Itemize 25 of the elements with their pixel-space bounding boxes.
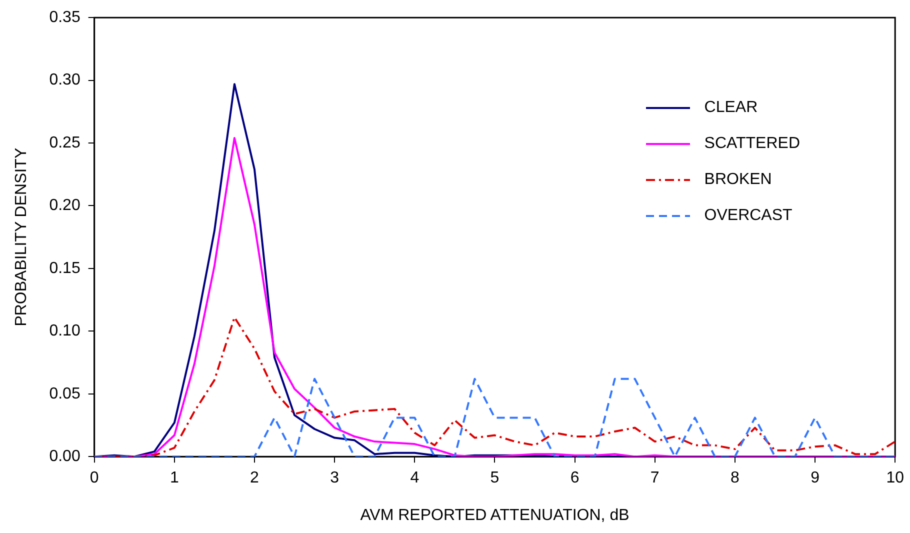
legend-label: OVERCAST [704, 207, 792, 225]
x-tick-label: 3 [330, 470, 340, 487]
x-tick-label: 2 [250, 470, 260, 487]
y-tick-label: 0.20 [49, 197, 80, 214]
y-tick-label: 0.25 [49, 134, 80, 152]
x-tick-label: 10 [886, 470, 904, 487]
x-tick-label: 8 [730, 470, 740, 487]
y-tick-label: 0.10 [49, 322, 80, 340]
y-tick-label: 0.05 [49, 385, 80, 402]
x-axis-title: AVM REPORTED ATTENUATION, dB [360, 506, 630, 524]
x-tick-label: 0 [90, 470, 99, 487]
legend-label: CLEAR [704, 99, 758, 117]
x-tick-label: 1 [170, 470, 179, 487]
y-tick-label: 0.15 [49, 260, 80, 277]
x-tick-label: 5 [490, 470, 500, 487]
legend-label: SCATTERED [704, 135, 800, 153]
y-tick-label: 0.35 [49, 9, 80, 26]
y-axis-title: PROBABILITY DENSITY [13, 148, 30, 326]
x-tick-label: 9 [810, 470, 820, 487]
x-tick-label: 6 [570, 470, 580, 487]
x-tick-label: 7 [650, 470, 660, 487]
legend-label: BROKEN [704, 171, 772, 189]
y-tick-label: 0.00 [49, 448, 80, 466]
x-tick-label: 4 [410, 470, 420, 487]
y-tick-label: 0.30 [49, 72, 80, 89]
